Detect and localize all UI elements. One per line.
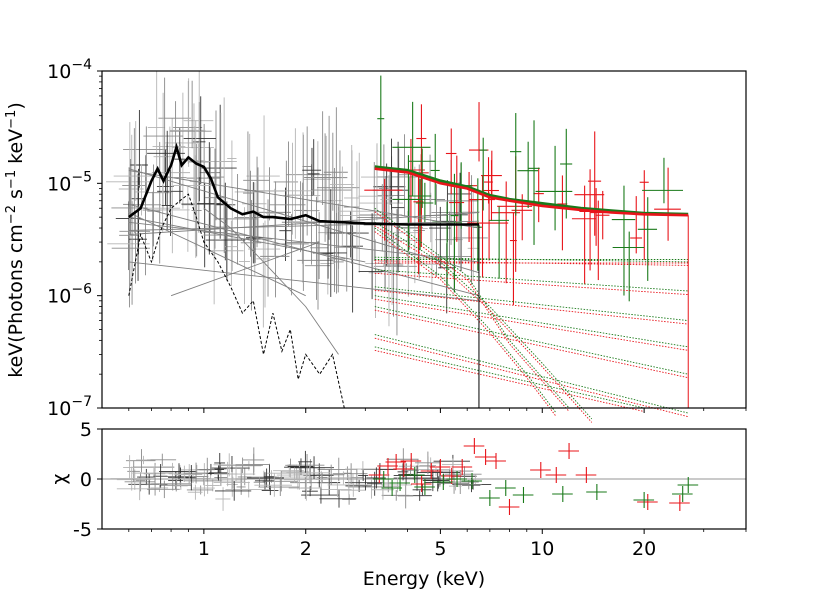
soft-model-component (128, 220, 480, 231)
x-tick-label: 2 (300, 538, 312, 560)
hard-model-component (374, 337, 689, 418)
soft-total-model (128, 142, 479, 226)
spectrum-y-tick-label: 10−6 (47, 282, 92, 308)
x-axis-label: Energy (keV) (363, 568, 485, 590)
spectrum-y-tick-label: 10−7 (47, 394, 92, 420)
hard-model-component (374, 207, 570, 409)
x-tick-label: 20 (632, 538, 656, 560)
residual-y-tick-label: 5 (80, 419, 92, 441)
hard-model-component (374, 225, 593, 423)
soft-model-component (128, 216, 366, 263)
hard-model-component (374, 334, 689, 414)
hard-model-component (374, 295, 689, 348)
residual-y-tick-label: -5 (73, 519, 92, 541)
hard-model-component (374, 306, 689, 375)
spectrum-y-axis-label: keV(Photons cm−2 s−1 keV−1) (4, 102, 27, 378)
soft-model-component (128, 168, 480, 274)
soft-model-component (170, 241, 320, 297)
residual-y-axis-label: χ (49, 473, 71, 484)
spectrum-y-tick-label: 10−5 (47, 169, 92, 195)
soft-model-component (128, 212, 306, 297)
spectrum-model-lines (128, 142, 689, 409)
soft-dashed-component (128, 193, 345, 409)
residual-data-points (110, 438, 699, 515)
hard-model-component (374, 231, 557, 417)
residual-ticks: 5 0 -5 1 2 5 10 20 (73, 419, 747, 560)
x-tick-label: 10 (530, 538, 554, 560)
x-tick-label: 5 (434, 538, 446, 560)
spectrum-axes-frame (101, 70, 747, 409)
residual-y-tick-label: 0 (80, 469, 92, 491)
spectrum-y-tick-label: 10−4 (47, 57, 92, 83)
soft-model-component (203, 207, 339, 355)
hard-model-component (374, 272, 689, 296)
soft-model-component (128, 261, 480, 302)
hard-model-component (374, 346, 645, 409)
soft-model-component (128, 170, 480, 229)
spectrum-panel: 10−7 10−6 10−5 10−4 keV(Photons cm−2 s−1 ke… (4, 57, 747, 423)
spectrum-ticks: 10−7 10−6 10−5 10−4 (47, 57, 747, 420)
residual-panel: 5 0 -5 1 2 5 10 20 χ Energy (keV) (49, 419, 747, 590)
spectrum-model-components (128, 168, 689, 423)
hard-model-component (374, 349, 645, 412)
hard-model-component (374, 269, 689, 292)
soft-model-component (128, 212, 480, 235)
x-tick-label: 1 (198, 538, 210, 560)
hard-model-component (374, 227, 557, 414)
hard-total-model-a (374, 167, 689, 217)
spectrum-data-points (106, 71, 684, 336)
hard-model-component (374, 221, 593, 420)
hard-model-component (374, 289, 689, 325)
hard-model-component (374, 309, 689, 379)
hard-model-component (374, 298, 689, 351)
hard-model-component (374, 211, 570, 412)
hard-model-component (374, 286, 689, 322)
